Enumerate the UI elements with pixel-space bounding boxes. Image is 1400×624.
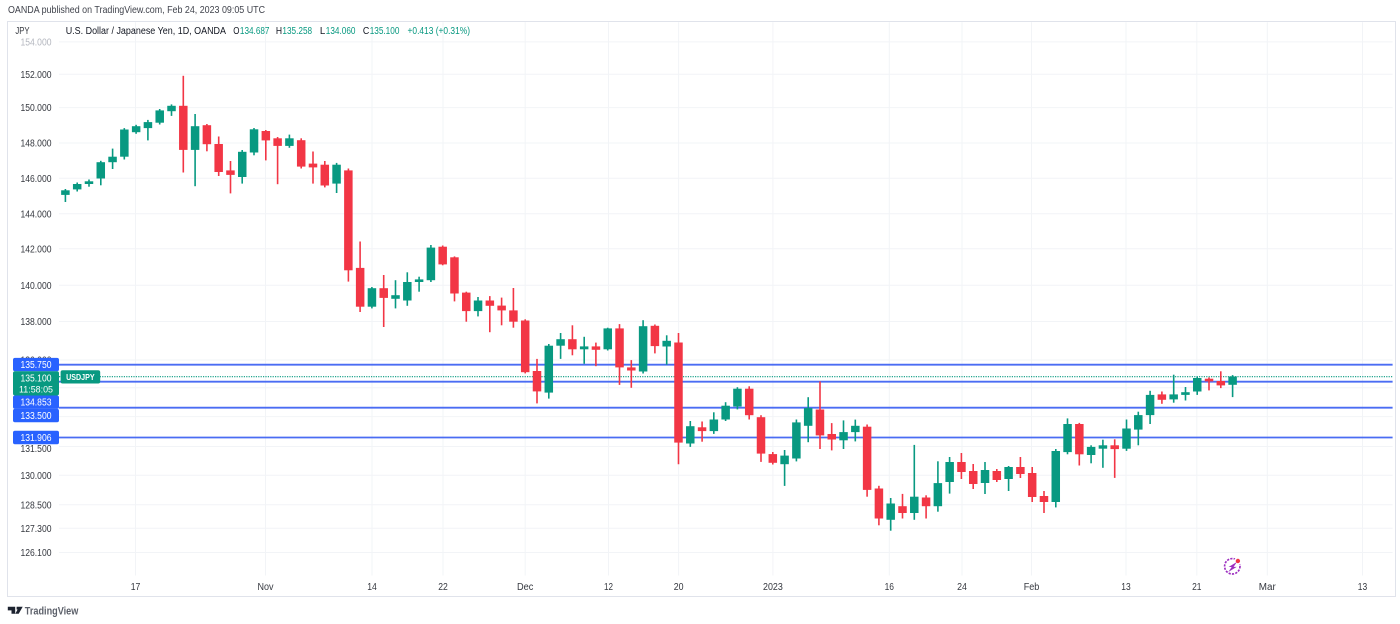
svg-text:12: 12 [604,582,613,593]
svg-text:134.687: 134.687 [240,26,270,37]
svg-text:JPY: JPY [15,26,29,37]
svg-text:L: L [320,26,326,37]
svg-text:C: C [363,26,369,37]
svg-text:2023: 2023 [763,582,783,593]
svg-text:Nov: Nov [258,582,274,593]
svg-text:138.000: 138.000 [21,317,52,328]
svg-text:131.906: 131.906 [21,433,52,444]
svg-text:21: 21 [1192,582,1202,593]
svg-text:135.750: 135.750 [21,360,52,371]
svg-text:130.000: 130.000 [21,471,52,482]
svg-text:OANDA published on TradingView: OANDA published on TradingView.com, Feb … [8,5,265,16]
svg-text:152.000: 152.000 [21,70,52,81]
svg-text:154.000: 154.000 [21,38,52,49]
svg-text:146.000: 146.000 [21,174,52,185]
svg-text:TradingView: TradingView [25,605,79,617]
svg-text:135.258: 135.258 [282,26,312,37]
svg-text:142.000: 142.000 [21,244,52,255]
svg-text:135.100: 135.100 [370,26,400,37]
svg-text:126.100: 126.100 [21,548,52,559]
svg-text:U.S. Dollar / Japanese Yen, 1D: U.S. Dollar / Japanese Yen, 1D, OANDA [66,26,227,37]
svg-text:134.853: 134.853 [21,398,52,409]
svg-text:17: 17 [131,582,141,593]
svg-text:140.000: 140.000 [21,281,52,292]
svg-text:127.300: 127.300 [21,524,52,535]
svg-text:11:58:05: 11:58:05 [19,385,53,396]
svg-text:13: 13 [1121,582,1131,593]
svg-text:150.000: 150.000 [21,103,52,114]
svg-text:24: 24 [957,582,967,593]
svg-text:Mar: Mar [1259,582,1277,593]
svg-text:+0.413 (+0.31%): +0.413 (+0.31%) [408,26,471,37]
svg-text:Feb: Feb [1024,582,1040,593]
svg-text:148.000: 148.000 [21,139,52,150]
svg-text:Dec: Dec [517,582,533,593]
svg-text:H: H [276,26,282,37]
svg-text:131.500: 131.500 [21,444,52,455]
svg-text:16: 16 [885,582,895,593]
svg-text:135.100: 135.100 [21,374,52,385]
svg-text:USDJPY: USDJPY [66,372,95,382]
svg-text:22: 22 [438,582,448,593]
svg-text:20: 20 [674,582,684,593]
svg-text:134.060: 134.060 [326,26,356,37]
svg-text:O: O [233,26,239,37]
svg-text:144.000: 144.000 [21,209,52,220]
svg-text:14: 14 [367,582,377,593]
svg-text:13: 13 [1358,582,1368,593]
svg-text:128.500: 128.500 [21,500,52,511]
svg-text:133.500: 133.500 [21,411,52,422]
